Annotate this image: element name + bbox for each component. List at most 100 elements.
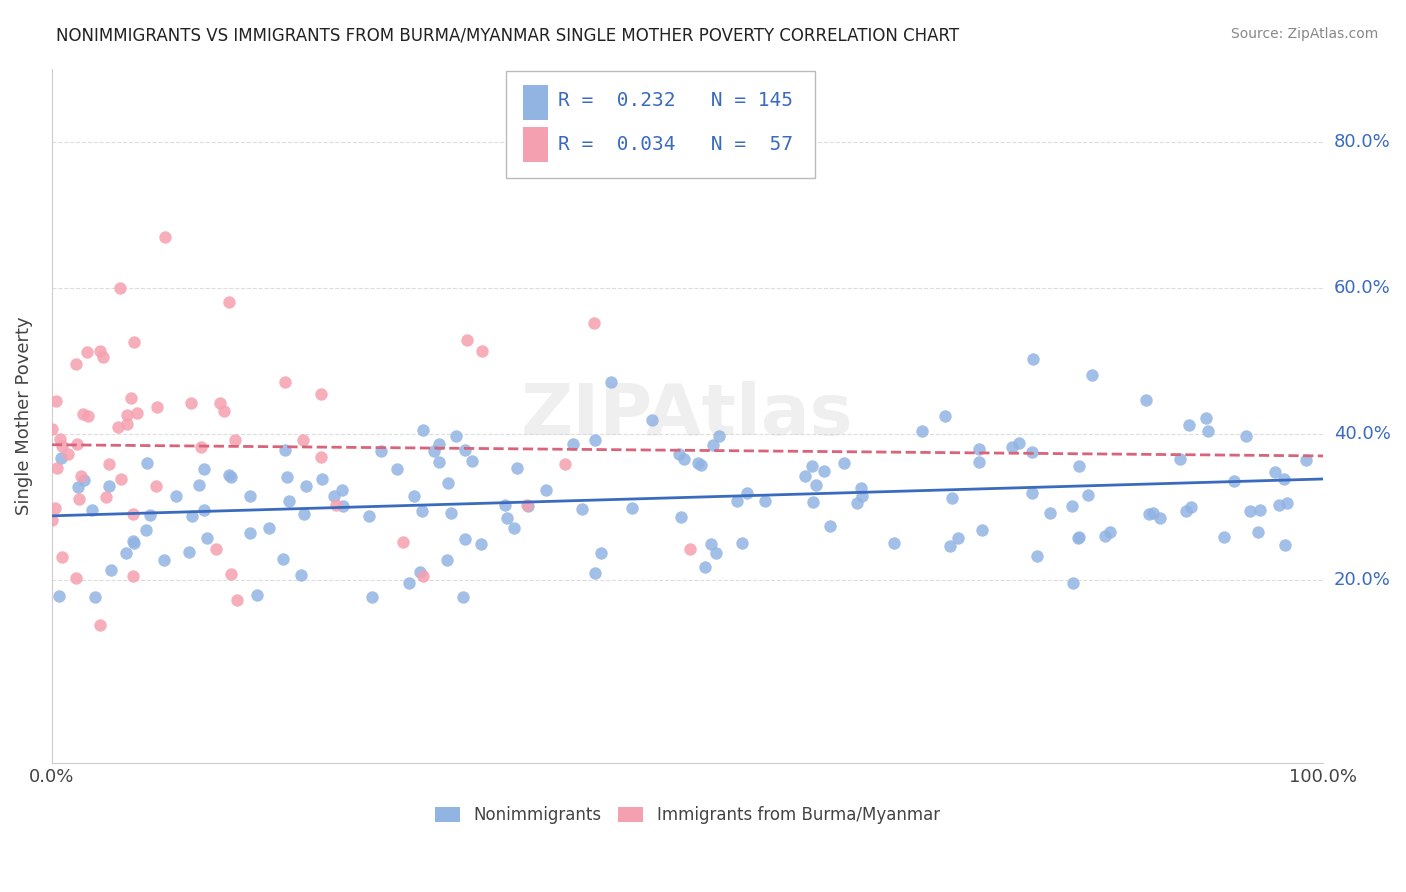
Point (496, 511, 519, 525)
Point (146, 401, 169, 415)
Point (309, 386, 332, 401)
Point (292, 434, 315, 448)
Point (695, 559, 717, 574)
Point (311, 472, 333, 486)
Point (1275, 496, 1298, 510)
Point (846, 496, 869, 510)
Point (98, 479, 121, 493)
Point (155, 229, 177, 244)
Point (125, 406, 148, 420)
Point (195, 531, 218, 545)
Point (225, 593, 247, 607)
Point (583, 434, 606, 448)
Y-axis label: Single Mother Poverty: Single Mother Poverty (15, 317, 32, 516)
Point (89, 618, 111, 632)
Point (793, 469, 815, 483)
Point (427, 437, 450, 451)
Point (456, 333, 478, 347)
Point (94, 490, 117, 504)
Point (402, 489, 425, 503)
Point (412, 569, 434, 583)
Point (117, 417, 139, 431)
Point (583, 316, 606, 330)
Point (972, 523, 994, 537)
Text: R =  0.034   N =  57: R = 0.034 N = 57 (558, 135, 793, 154)
Point (357, 509, 380, 524)
Point (65, 357, 87, 371)
Point (1008, 436, 1031, 450)
Point (100, 563, 122, 577)
Point (801, 495, 824, 509)
Point (219, 567, 242, 582)
Point (239, 490, 262, 504)
Point (41, 422, 63, 436)
Point (454, 532, 477, 546)
Point (120, 392, 142, 406)
Point (516, 498, 538, 512)
Point (849, 481, 872, 495)
Point (554, 458, 576, 472)
Point (80, 503, 103, 517)
Point (1212, 530, 1234, 544)
Point (1060, 499, 1083, 513)
Point (273, 375, 295, 389)
Point (1175, 504, 1198, 518)
Point (444, 429, 467, 443)
Point (89, 343, 111, 358)
Point (257, 521, 280, 535)
Point (1021, 445, 1043, 459)
Point (672, 452, 695, 467)
Point (948, 531, 970, 545)
Point (688, 456, 710, 470)
Point (1026, 549, 1049, 563)
Point (110, 471, 132, 485)
Point (671, 509, 693, 524)
Point (883, 536, 905, 550)
Point (219, 470, 242, 484)
Point (121, 533, 143, 548)
Point (1080, 368, 1102, 382)
Point (391, 535, 413, 549)
Point (292, 507, 315, 521)
Point (91, 350, 114, 364)
Point (813, 464, 835, 478)
Point (45, 393, 67, 408)
Point (1178, 417, 1201, 432)
Point (804, 478, 827, 492)
Point (1274, 538, 1296, 552)
Point (294, 479, 316, 493)
Point (51, 439, 73, 453)
Point (832, 456, 855, 470)
Point (1249, 503, 1271, 517)
Point (754, 494, 776, 508)
Point (332, 499, 354, 513)
Point (600, 376, 623, 390)
Point (67, 492, 90, 507)
Point (177, 545, 200, 559)
Point (967, 442, 990, 456)
Point (385, 461, 408, 475)
Point (562, 436, 585, 450)
Point (114, 546, 136, 560)
Point (1268, 499, 1291, 513)
Point (325, 498, 347, 512)
Point (124, 536, 146, 550)
Point (76, 409, 98, 424)
Point (506, 461, 529, 475)
Point (1067, 532, 1090, 546)
Point (516, 500, 538, 514)
Point (939, 539, 962, 553)
Text: ZIPAtlas: ZIPAtlas (522, 381, 853, 450)
Point (193, 462, 215, 476)
Point (583, 566, 606, 580)
Point (1142, 506, 1164, 520)
Point (437, 476, 460, 491)
Point (108, 281, 131, 295)
Point (45, 460, 67, 475)
Point (1272, 472, 1295, 486)
Point (66, 480, 89, 494)
Point (218, 467, 240, 482)
Point (135, 456, 157, 470)
Point (620, 500, 643, 515)
Point (398, 576, 420, 591)
